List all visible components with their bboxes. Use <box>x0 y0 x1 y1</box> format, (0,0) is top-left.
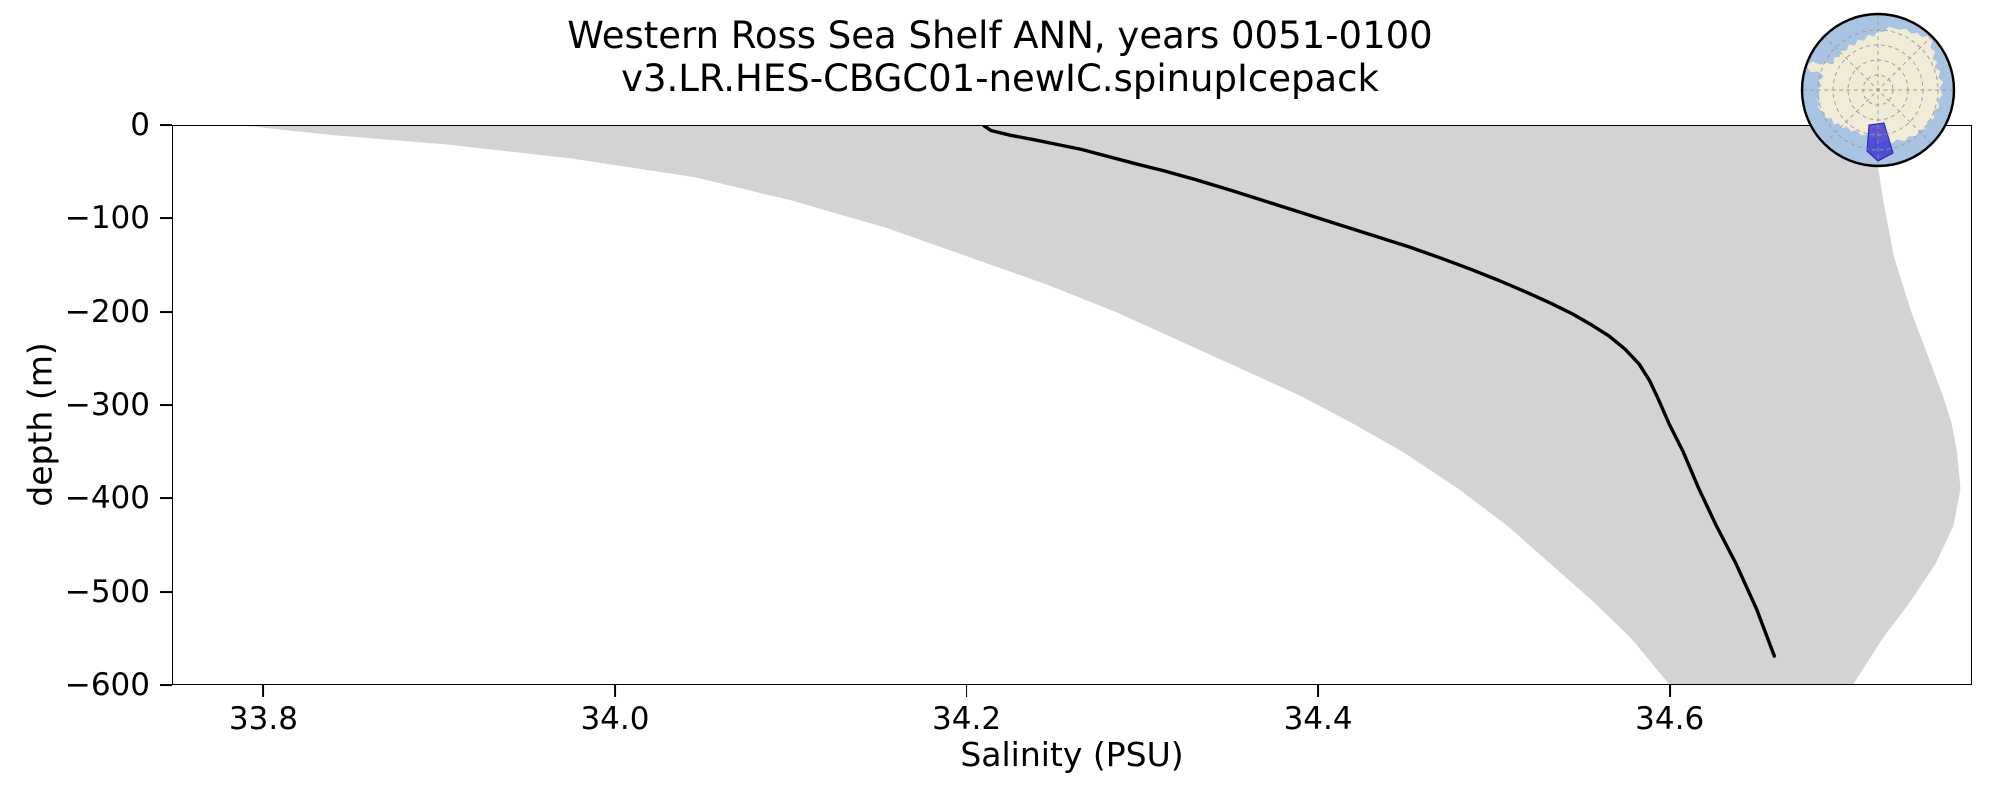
y-tick-label: −300 <box>64 387 150 423</box>
y-tick-mark <box>160 404 172 406</box>
x-tick-label: 34.0 <box>580 701 650 737</box>
antarctic-peninsula <box>1806 61 1854 118</box>
x-tick-label: 34.4 <box>1283 701 1353 737</box>
x-tick-label: 34.2 <box>932 701 1002 737</box>
x-tick-mark <box>1668 685 1671 697</box>
x-tick-mark <box>614 685 616 697</box>
y-axis-ticks: 0 −100 −200 −300 −400 −500 −600 <box>0 107 172 703</box>
y-axis-label: depth (m) <box>20 342 60 507</box>
y-tick-label: −200 <box>64 293 150 330</box>
antarctica-inset-svg <box>1800 12 1956 168</box>
x-tick-mark <box>965 685 968 697</box>
y-tick-label: −600 <box>64 667 150 703</box>
x-tick-mark <box>1317 685 1320 697</box>
y-tick-mark <box>160 590 172 593</box>
data-layer <box>246 126 1961 684</box>
y-tick-label: −100 <box>64 200 150 237</box>
x-tick-label: 34.6 <box>1635 701 1705 737</box>
y-tick-label: 0 <box>130 107 150 143</box>
mean-salinity-line <box>982 126 1777 658</box>
x-axis-ticks: 33.8 34.0 34.2 34.4 34.6 <box>172 685 1972 745</box>
y-tick-mark <box>160 310 172 313</box>
chart-title: Western Ross Sea Shelf ANN, years 0051-0… <box>0 14 2000 101</box>
plot-area <box>172 125 1972 685</box>
x-tick-label: 33.8 <box>228 701 298 737</box>
antarctica-landmass-group <box>1802 14 1954 166</box>
y-tick-mark <box>160 497 172 500</box>
y-tick-label: −500 <box>64 573 150 610</box>
y-tick-mark <box>160 684 172 686</box>
y-tick-mark <box>160 124 172 126</box>
x-axis-label: Salinity (PSU) <box>960 735 1184 774</box>
chart-title-line-1: Western Ross Sea Shelf ANN, years 0051-0… <box>567 14 1433 57</box>
chart-title-line-2: v3.LR.HES-CBGC01-newIC.spinupIcepack <box>621 57 1379 101</box>
y-tick-mark <box>160 217 172 220</box>
antarctica-locator-map-inset <box>1793 5 1963 175</box>
y-tick-label: −400 <box>64 480 150 517</box>
western-ross-sea-shelf-region <box>1866 122 1894 162</box>
salinity-spread-band <box>246 126 1961 684</box>
x-tick-mark <box>262 685 265 697</box>
globe-outline <box>1800 12 1956 168</box>
